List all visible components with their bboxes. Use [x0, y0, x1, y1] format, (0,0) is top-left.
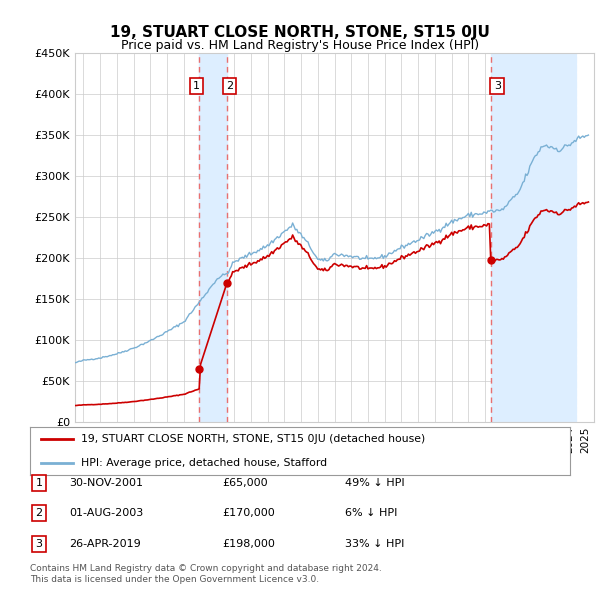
Text: This data is licensed under the Open Government Licence v3.0.: This data is licensed under the Open Gov…	[30, 575, 319, 584]
Text: £65,000: £65,000	[222, 478, 268, 487]
Text: 1: 1	[35, 478, 43, 487]
Text: 1: 1	[193, 81, 200, 91]
Text: £170,000: £170,000	[222, 509, 275, 518]
Bar	[577, 53, 594, 422]
Text: 6% ↓ HPI: 6% ↓ HPI	[345, 509, 397, 518]
Text: 30-NOV-2001: 30-NOV-2001	[69, 478, 143, 487]
Bar	[199, 53, 227, 422]
Text: HPI: Average price, detached house, Stafford: HPI: Average price, detached house, Staf…	[82, 458, 328, 468]
Text: 26-APR-2019: 26-APR-2019	[69, 539, 141, 549]
Text: 3: 3	[35, 539, 43, 549]
Text: 2: 2	[35, 509, 43, 518]
Text: £198,000: £198,000	[222, 539, 275, 549]
Text: 33% ↓ HPI: 33% ↓ HPI	[345, 539, 404, 549]
Text: 3: 3	[494, 81, 501, 91]
Text: Price paid vs. HM Land Registry's House Price Index (HPI): Price paid vs. HM Land Registry's House …	[121, 39, 479, 52]
Text: Contains HM Land Registry data © Crown copyright and database right 2024.: Contains HM Land Registry data © Crown c…	[30, 565, 382, 573]
Text: 01-AUG-2003: 01-AUG-2003	[69, 509, 143, 518]
Text: 19, STUART CLOSE NORTH, STONE, ST15 0JU (detached house): 19, STUART CLOSE NORTH, STONE, ST15 0JU …	[82, 434, 425, 444]
Bar	[491, 53, 577, 422]
Text: 49% ↓ HPI: 49% ↓ HPI	[345, 478, 404, 487]
Text: 19, STUART CLOSE NORTH, STONE, ST15 0JU: 19, STUART CLOSE NORTH, STONE, ST15 0JU	[110, 25, 490, 40]
Text: 2: 2	[226, 81, 233, 91]
